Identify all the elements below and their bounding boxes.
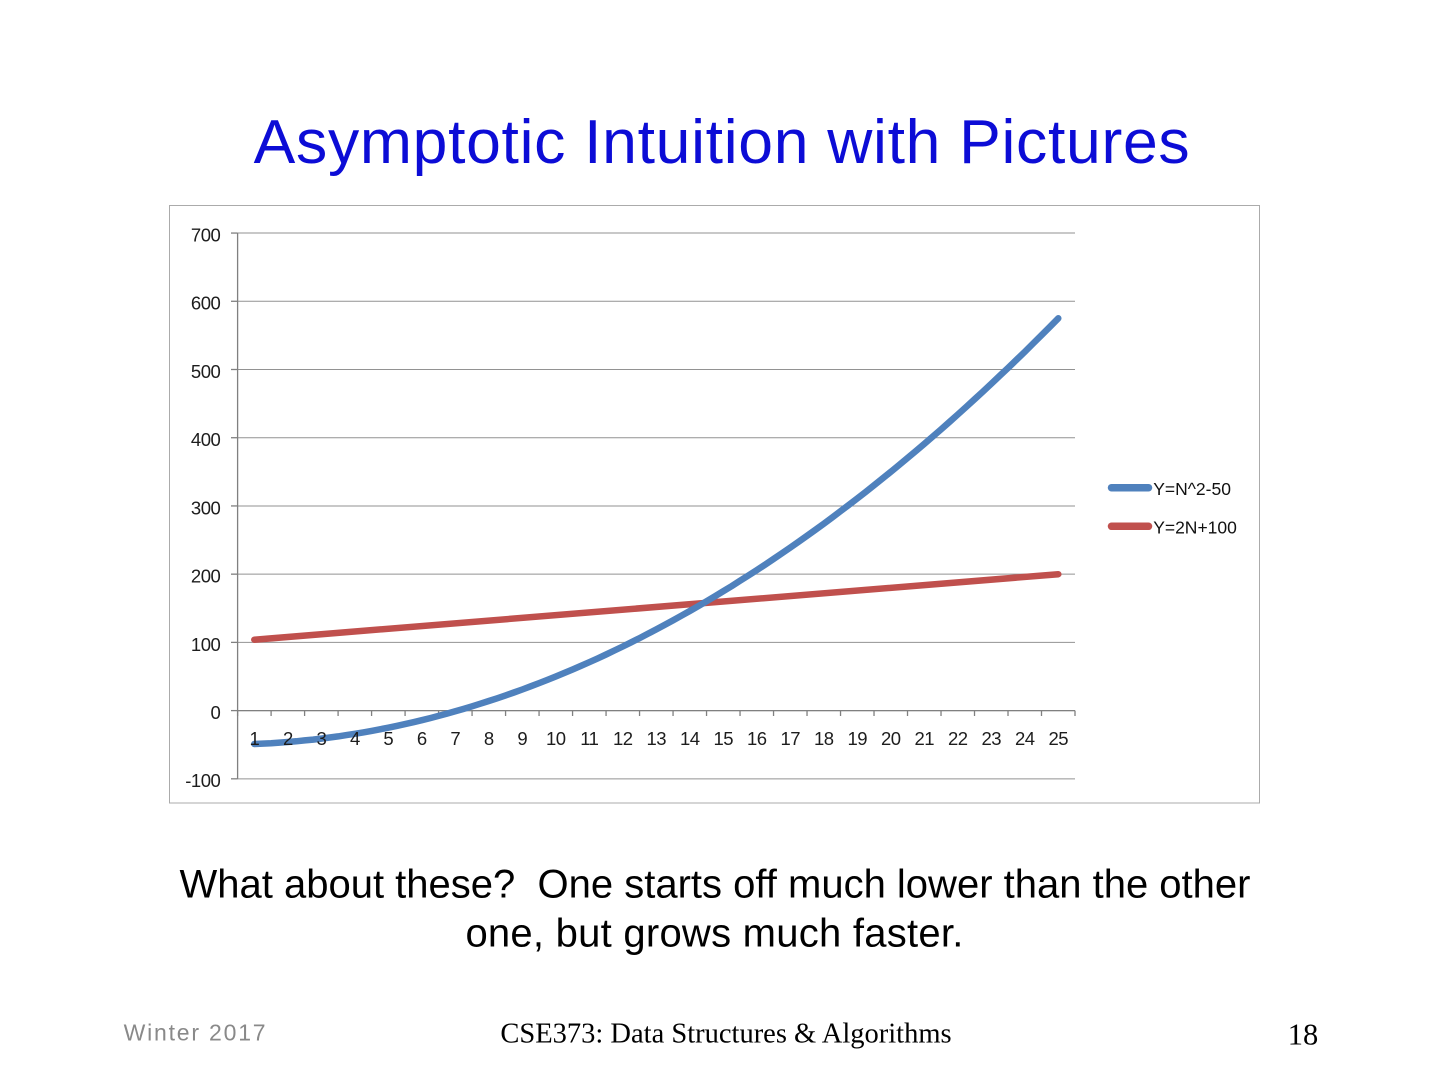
svg-text:200: 200: [191, 566, 221, 587]
svg-text:5: 5: [383, 728, 393, 749]
svg-text:300: 300: [191, 497, 221, 518]
svg-text:700: 700: [191, 224, 221, 245]
svg-text:0: 0: [211, 702, 221, 723]
svg-text:7: 7: [450, 728, 460, 749]
svg-text:21: 21: [914, 728, 934, 749]
svg-text:23: 23: [981, 728, 1001, 749]
svg-text:13: 13: [647, 728, 667, 749]
svg-text:24: 24: [1015, 728, 1035, 749]
svg-text:12: 12: [613, 728, 633, 749]
svg-text:9: 9: [517, 728, 527, 749]
svg-text:8: 8: [484, 728, 494, 749]
svg-text:18: 18: [1288, 1017, 1319, 1051]
svg-text:14: 14: [680, 728, 700, 749]
svg-text:600: 600: [191, 293, 221, 314]
svg-text:What about these? One starts: What about these? One starts off much lo…: [180, 863, 1251, 907]
svg-text:22: 22: [948, 728, 968, 749]
svg-text:CSE373: Data Structures & Algo: CSE373: Data Structures & Algorithms: [500, 1019, 951, 1050]
svg-text:-100: -100: [185, 770, 220, 791]
svg-text:18: 18: [814, 728, 834, 749]
svg-text:4: 4: [350, 728, 360, 749]
svg-text:17: 17: [780, 728, 800, 749]
svg-text:Y=N^2-50: Y=N^2-50: [1153, 479, 1231, 499]
svg-text:25: 25: [1048, 728, 1068, 749]
svg-text:11: 11: [580, 728, 598, 749]
svg-text:1: 1: [249, 728, 259, 749]
svg-text:400: 400: [191, 429, 221, 450]
svg-text:20: 20: [881, 728, 901, 749]
svg-text:Asymptotic Intuition with Pict: Asymptotic Intuition with Pictures: [254, 107, 1191, 177]
svg-text:one, but grows much faster.: one, but grows much faster.: [465, 911, 963, 955]
svg-text:Y=2N+100: Y=2N+100: [1153, 518, 1237, 538]
svg-text:500: 500: [191, 361, 221, 382]
svg-text:2: 2: [283, 728, 293, 749]
svg-text:Winter 2017: Winter 2017: [124, 1020, 268, 1046]
svg-text:16: 16: [747, 728, 767, 749]
svg-text:10: 10: [546, 728, 566, 749]
svg-text:15: 15: [714, 728, 734, 749]
svg-text:100: 100: [191, 634, 221, 655]
svg-text:3: 3: [316, 728, 326, 749]
svg-text:19: 19: [847, 728, 867, 749]
svg-text:6: 6: [417, 728, 427, 749]
